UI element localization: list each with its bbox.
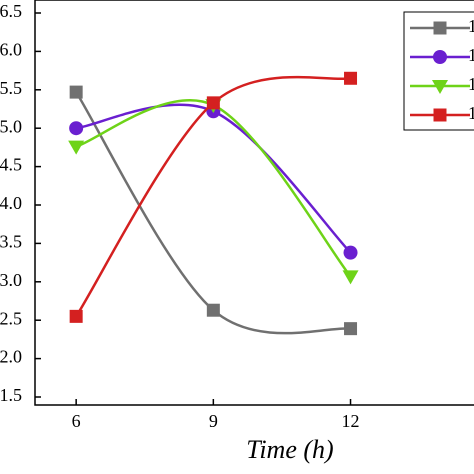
y-tick-label: 5.5 — [0, 78, 22, 98]
marker — [433, 108, 447, 122]
marker — [342, 270, 359, 285]
y-tick-label: 3.0 — [0, 270, 22, 290]
marker — [432, 80, 448, 94]
legend-label: 1 — [468, 45, 474, 65]
marker — [206, 96, 220, 110]
marker — [68, 140, 85, 155]
legend-label: 1 — [468, 103, 474, 123]
y-tick-label: 5.0 — [0, 116, 22, 136]
marker — [343, 245, 358, 260]
plot-frame — [34, 0, 474, 406]
y-tick-label: 3.5 — [0, 232, 22, 252]
y-tick-label: 6.0 — [0, 40, 22, 60]
x-tick-label: 12 — [342, 411, 360, 431]
y-tick-label: 2.0 — [0, 347, 22, 367]
y-tick-label: 2.5 — [0, 308, 22, 328]
marker — [344, 71, 358, 85]
series-line — [75, 75, 351, 318]
x-axis-label: Time (h) — [246, 435, 333, 464]
series-line — [75, 91, 351, 335]
y-tick-label: 6.5 — [0, 1, 22, 21]
marker — [69, 309, 83, 323]
legend-label: 1 — [468, 74, 474, 94]
series-line — [75, 103, 352, 254]
y-tick-label: 1.5 — [0, 385, 22, 405]
y-tick-label: 4.0 — [0, 193, 22, 213]
x-tick-label: 6 — [72, 411, 81, 431]
marker — [433, 50, 447, 64]
marker — [344, 322, 358, 336]
legend-label: 1 — [468, 16, 474, 36]
marker — [206, 303, 220, 317]
series-line — [75, 98, 352, 278]
x-tick-label: 9 — [209, 411, 218, 431]
marker — [433, 21, 447, 35]
marker — [69, 121, 84, 136]
marker — [69, 85, 83, 99]
y-tick-label: 4.5 — [0, 155, 22, 175]
